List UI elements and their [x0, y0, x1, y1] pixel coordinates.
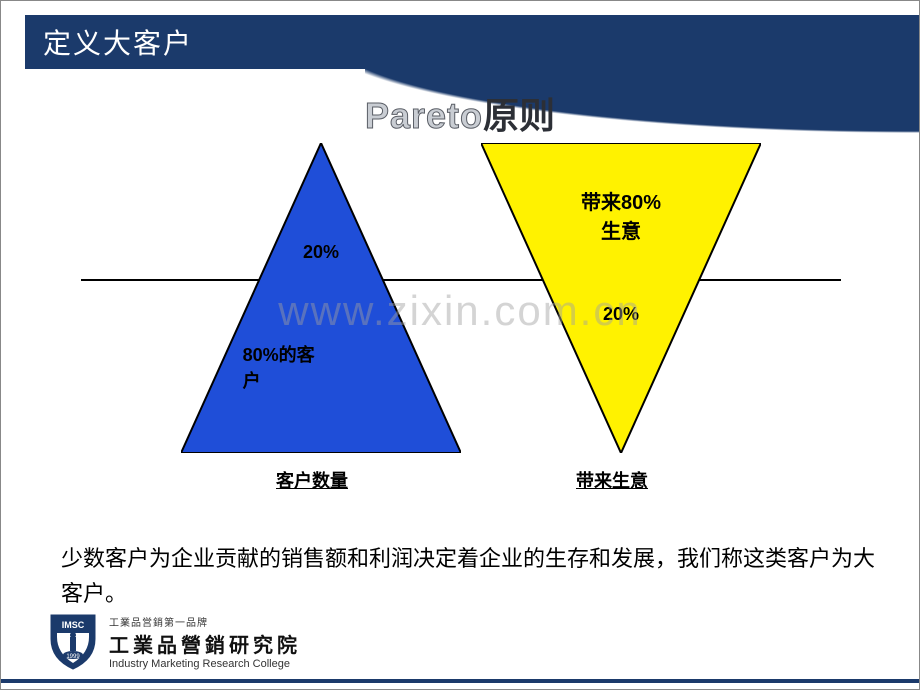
triangle-up	[181, 143, 461, 453]
footer-small: 工業品営銷第一品牌	[109, 614, 301, 629]
body-text: 少数客户为企业贡献的销售额和利润决定着企业的生存和发展，我们称这类客户为大客户。	[61, 541, 879, 611]
pareto-diagram: 20% 80%的客 户 带来80% 生意 20% 客户数量 带来生意	[1, 131, 920, 491]
triangle-down-bottom-label: 20%	[591, 304, 651, 325]
footer: IMSC 1999 工業品営銷第一品牌 工業品營銷研究院 Industry Ma…	[49, 613, 301, 671]
logo-badge-text: IMSC	[62, 620, 85, 630]
triangle-down-top-label: 带来80% 生意	[561, 186, 681, 244]
header-band: 定义大客户	[25, 15, 365, 69]
title-cn: 原则	[483, 95, 555, 136]
header-title: 定义大客户	[43, 22, 193, 62]
bottom-rule	[1, 679, 919, 683]
top-stripe	[365, 15, 919, 37]
logo-icon: IMSC 1999	[49, 613, 97, 671]
footer-en: Industry Marketing Research College	[109, 658, 301, 670]
footer-main: 工業品營銷研究院	[109, 629, 301, 658]
axis-label-right: 带来生意	[576, 467, 648, 493]
axis-label-left: 客户数量	[276, 467, 348, 493]
footer-text: 工業品営銷第一品牌 工業品營銷研究院 Industry Marketing Re…	[109, 614, 301, 670]
logo-year: 1999	[66, 654, 80, 660]
title-latin: Pareto	[365, 95, 483, 136]
triangle-up-bottom-label: 80%的客 户	[243, 341, 363, 393]
triangle-up-top-label: 20%	[286, 242, 356, 263]
slide: 定义大客户 Pareto原则 20% 80%的客 户 带来80% 生意 20% …	[0, 0, 920, 690]
